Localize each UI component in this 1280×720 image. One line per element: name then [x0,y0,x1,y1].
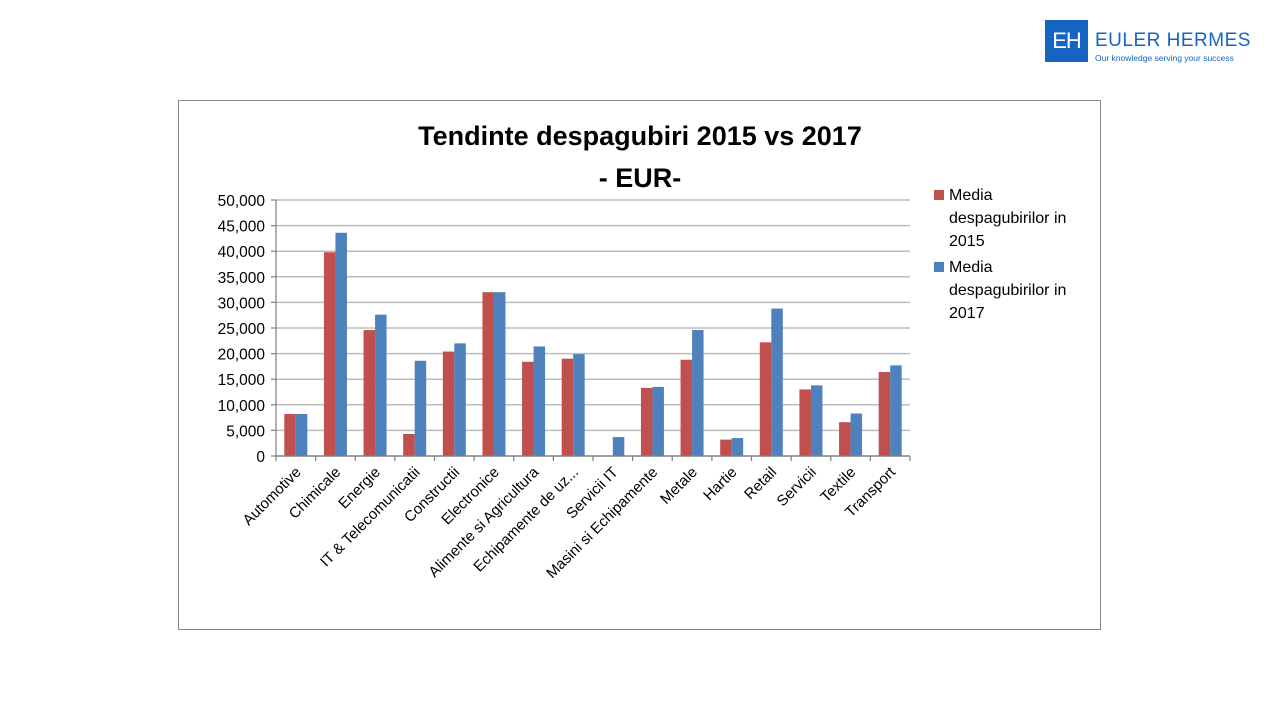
bar [799,389,811,456]
y-tick-label: 15,000 [218,372,266,389]
bar [403,433,415,456]
x-tick-label: Metale [657,464,701,508]
bar [454,343,466,456]
y-tick-label: 45,000 [218,219,266,236]
legend-label: 2015 [949,233,985,250]
bar [771,308,783,456]
y-tick-label: 30,000 [218,295,266,312]
bar [839,422,851,456]
chart-subtitle: - EUR- [599,163,682,193]
bar [640,387,653,456]
bar [561,358,574,456]
bar [323,252,336,456]
bar [878,372,891,456]
chart-frame: Tendinte despagubiri 2015 vs 2017 - EUR-… [178,100,1101,630]
bar [731,438,744,456]
x-tick-label: Hartie [700,464,740,504]
bar [680,359,693,456]
legend-label: Media [949,259,993,276]
y-tick-label: 5,000 [226,423,265,440]
legend-label: 2017 [949,305,985,322]
y-tick-label: 25,000 [218,321,266,338]
y-tick-label: 20,000 [218,347,266,364]
bar [850,413,863,456]
legend-label: despagubirilor in [949,282,1066,299]
y-tick-label: 0 [256,449,265,466]
bar [363,330,376,456]
legend: Media despagubirilor in 2015 Media despagubi… [934,187,1066,322]
bar [482,292,494,456]
y-tick-label: 35,000 [218,270,266,287]
bar [533,346,546,456]
y-tick-label: 50,000 [218,193,266,210]
bar [414,360,427,456]
bar [720,439,732,456]
bar [810,385,823,456]
legend-swatch [934,190,944,200]
bar [612,437,625,456]
chart-title: Tendinte despagubiri 2015 vs 2017 [418,121,862,151]
legend-label: despagubirilor in [949,210,1066,227]
euler-hermes-logo: EH EULER HERMES Our knowledge serving yo… [1045,20,1251,63]
bar [652,386,664,456]
bar [284,414,296,456]
bar [493,292,506,456]
logo-name: EULER HERMES [1095,30,1251,51]
bar [759,342,772,456]
legend-label: Media [949,187,993,204]
bar [890,365,902,456]
bar [522,361,534,456]
logo-tagline: Our knowledge serving your success [1095,53,1234,63]
logo-text: EULER HERMES Our knowledge serving your … [1095,20,1251,63]
bars [284,232,902,456]
legend-swatch [934,262,944,272]
bar [442,351,455,456]
y-tick-label: 40,000 [218,244,266,261]
x-tick-label: Servicii [774,464,820,510]
bar [295,414,308,456]
bar [335,232,347,456]
y-tick-label: 10,000 [218,398,266,415]
y-axis: 0 5,000 10,000 15,000 20,000 25,000 30,000 35,0… [218,193,277,466]
bar-chart: Tendinte despagubiri 2015 vs 2017 - EUR-… [218,121,1067,582]
bar [692,330,704,456]
bar [375,314,387,456]
bar [573,354,585,456]
logo-mark: EH [1045,20,1088,62]
